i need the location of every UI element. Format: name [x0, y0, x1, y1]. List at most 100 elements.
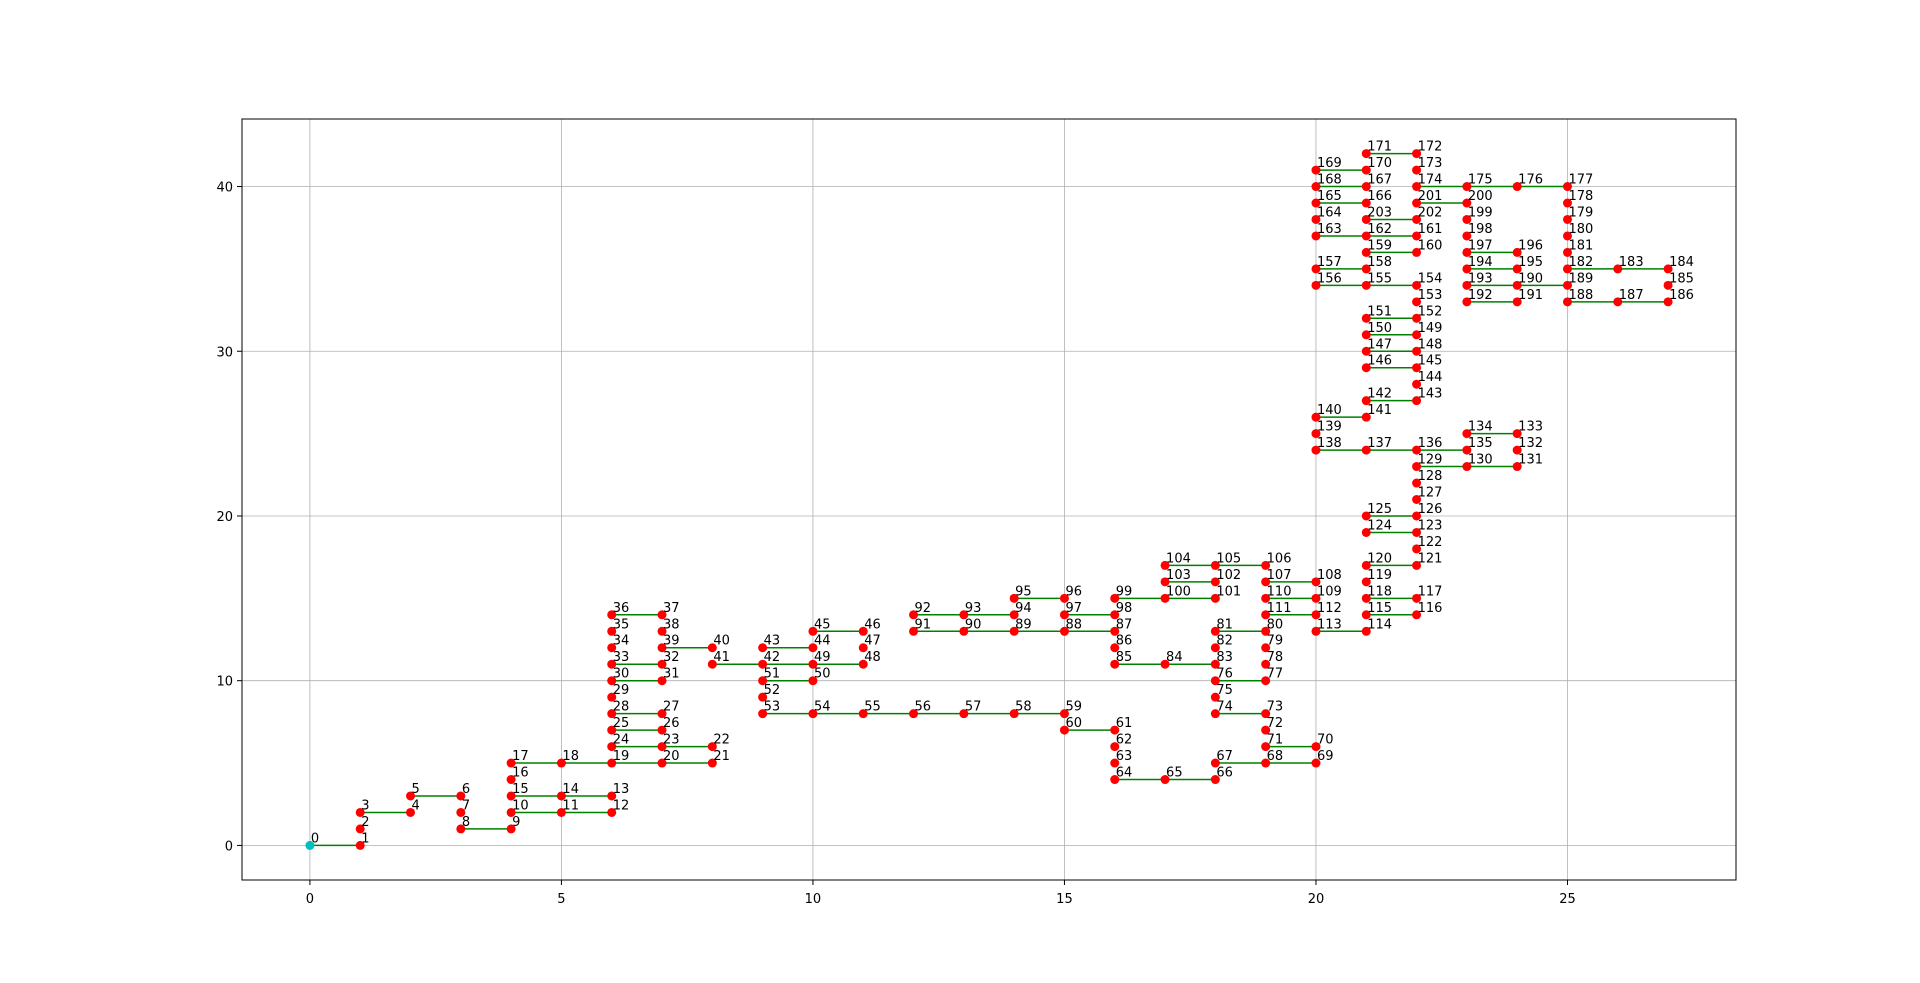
node-label-113: 113	[1317, 617, 1342, 632]
node-point-29	[607, 692, 617, 702]
node-label-47: 47	[864, 634, 881, 649]
node-point-173	[1412, 165, 1422, 175]
node-label-111: 111	[1267, 601, 1292, 616]
node-point-79	[1261, 643, 1271, 653]
node-point-0	[305, 840, 315, 850]
node-point-59	[1059, 709, 1069, 719]
node-point-105	[1210, 560, 1220, 570]
node-point-148	[1412, 346, 1422, 356]
node-label-2: 2	[361, 815, 369, 830]
node-point-94	[1009, 610, 1019, 620]
node-point-113	[1311, 626, 1321, 636]
node-label-143: 143	[1418, 387, 1443, 402]
node-point-27	[657, 709, 667, 719]
node-label-147: 147	[1367, 337, 1392, 352]
node-label-125: 125	[1367, 502, 1392, 517]
node-label-102: 102	[1216, 568, 1241, 583]
node-label-99: 99	[1116, 584, 1133, 599]
node-label-23: 23	[663, 733, 680, 748]
node-label-110: 110	[1267, 584, 1292, 599]
node-point-120	[1361, 560, 1371, 570]
node-point-33	[607, 659, 617, 669]
node-point-93	[959, 610, 969, 620]
node-point-195	[1512, 264, 1522, 274]
node-label-1: 1	[361, 831, 369, 846]
node-point-111	[1261, 610, 1271, 620]
node-point-180	[1562, 231, 1572, 241]
node-point-35	[607, 626, 617, 636]
node-label-190: 190	[1518, 271, 1543, 286]
node-label-152: 152	[1418, 304, 1443, 319]
x-tick-label: 5	[557, 892, 565, 907]
node-point-159	[1361, 247, 1371, 257]
node-point-183	[1613, 264, 1623, 274]
node-label-145: 145	[1418, 354, 1443, 369]
node-point-168	[1311, 182, 1321, 192]
node-point-100	[1160, 593, 1170, 603]
node-label-56: 56	[915, 700, 932, 715]
node-point-76	[1210, 676, 1220, 686]
node-label-64: 64	[1116, 766, 1133, 781]
node-label-181: 181	[1568, 238, 1593, 253]
node-point-143	[1412, 396, 1422, 406]
node-label-121: 121	[1418, 551, 1443, 566]
node-label-104: 104	[1166, 551, 1191, 566]
node-label-58: 58	[1015, 700, 1032, 715]
node-label-34: 34	[613, 634, 630, 649]
node-point-125	[1361, 511, 1371, 521]
node-label-46: 46	[864, 617, 881, 632]
node-label-177: 177	[1568, 173, 1593, 188]
node-label-127: 127	[1418, 486, 1443, 501]
node-point-39	[657, 643, 667, 653]
node-point-156	[1311, 280, 1321, 290]
node-point-42	[758, 659, 768, 669]
node-point-192	[1462, 297, 1472, 307]
node-point-129	[1412, 462, 1422, 472]
node-point-74	[1210, 709, 1220, 719]
node-point-197	[1462, 247, 1472, 257]
node-label-150: 150	[1367, 321, 1392, 336]
node-label-108: 108	[1317, 568, 1342, 583]
node-label-180: 180	[1568, 222, 1593, 237]
node-label-78: 78	[1267, 650, 1284, 665]
node-point-201	[1412, 198, 1422, 208]
node-label-53: 53	[764, 700, 781, 715]
node-point-15	[506, 791, 516, 801]
node-label-82: 82	[1216, 634, 1233, 649]
node-label-140: 140	[1317, 403, 1342, 418]
node-point-20	[657, 758, 667, 768]
node-point-110	[1261, 593, 1271, 603]
node-label-29: 29	[613, 683, 630, 698]
node-point-9	[506, 824, 516, 834]
node-point-57	[959, 709, 969, 719]
node-point-70	[1311, 742, 1321, 752]
node-point-117	[1412, 593, 1422, 603]
node-point-128	[1412, 478, 1422, 488]
node-label-169: 169	[1317, 156, 1342, 171]
node-point-182	[1562, 264, 1572, 274]
node-point-194	[1462, 264, 1472, 274]
node-label-116: 116	[1418, 601, 1443, 616]
node-label-136: 136	[1418, 436, 1443, 451]
node-label-162: 162	[1367, 222, 1392, 237]
node-point-16	[506, 775, 516, 785]
node-label-83: 83	[1216, 650, 1233, 665]
node-point-165	[1311, 198, 1321, 208]
node-label-67: 67	[1216, 749, 1233, 764]
node-point-68	[1261, 758, 1271, 768]
node-point-185	[1663, 280, 1673, 290]
node-label-26: 26	[663, 716, 680, 731]
node-point-13	[607, 791, 617, 801]
node-label-54: 54	[814, 700, 831, 715]
node-label-135: 135	[1468, 436, 1493, 451]
node-label-166: 166	[1367, 189, 1392, 204]
node-point-23	[657, 742, 667, 752]
grid-layer	[242, 119, 1736, 880]
node-point-164	[1311, 214, 1321, 224]
node-label-146: 146	[1367, 354, 1392, 369]
node-label-112: 112	[1317, 601, 1342, 616]
node-label-60: 60	[1065, 716, 1082, 731]
node-point-5	[406, 791, 416, 801]
y-tick-label: 30	[216, 345, 233, 360]
node-label-10: 10	[512, 798, 529, 813]
